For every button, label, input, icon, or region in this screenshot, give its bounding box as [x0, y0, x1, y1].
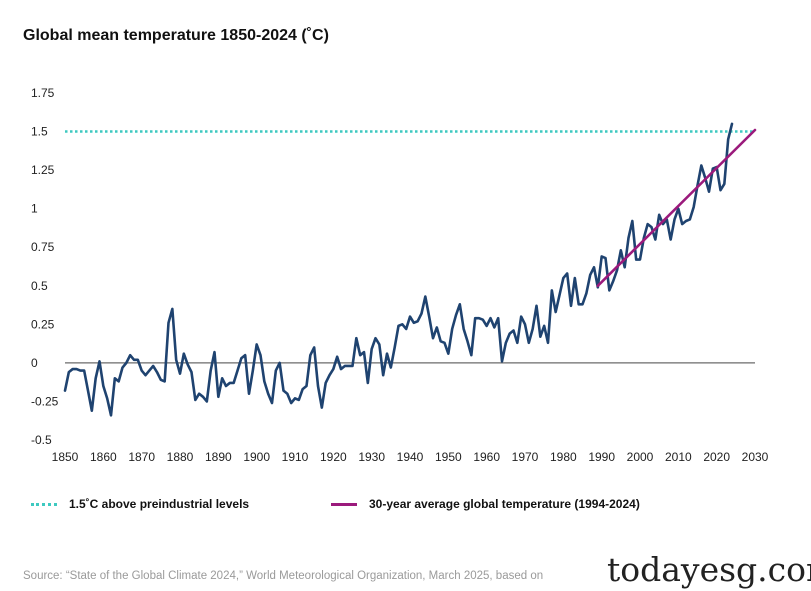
x-tick-label: 1900 — [243, 450, 270, 464]
y-tick-label: 1.5 — [31, 125, 48, 139]
source-note: Source: “State of the Global Climate 202… — [23, 570, 544, 582]
y-tick-label: 0.5 — [31, 279, 48, 293]
y-tick-label: -0.5 — [31, 433, 52, 447]
legend-threshold-swatch — [31, 502, 57, 506]
legend-threshold-label: 1.5˚C above preindustrial levels — [69, 497, 250, 511]
x-tick-label: 1880 — [167, 450, 194, 464]
x-tick-label: 1860 — [90, 450, 117, 464]
y-tick-label: 0.25 — [31, 317, 55, 331]
legend-trend-swatch — [331, 502, 357, 506]
temperature-series-line — [63, 122, 734, 417]
y-tick-label: 1.75 — [31, 86, 55, 100]
x-tick-label: 1910 — [282, 450, 309, 464]
x-tick-label: 1920 — [320, 450, 347, 464]
x-tick-label: 2010 — [665, 450, 692, 464]
x-tick-label: 1940 — [397, 450, 424, 464]
legend-threshold: 1.5˚C above preindustrial levels — [31, 497, 249, 511]
x-tick-label: 1990 — [588, 450, 615, 464]
x-tick-label: 1930 — [358, 450, 385, 464]
x-tick-label: 1890 — [205, 450, 232, 464]
x-tick-label: 1980 — [550, 450, 577, 464]
x-tick-label: 1950 — [435, 450, 462, 464]
x-tick-label: 2000 — [627, 450, 654, 464]
y-tick-label: 0 — [31, 356, 38, 370]
x-tick-label: 1960 — [473, 450, 500, 464]
legend-trend: 30-year average global temperature (1994… — [331, 497, 640, 511]
y-tick-label: 1 — [31, 202, 38, 216]
x-tick-label: 1970 — [512, 450, 539, 464]
y-tick-label: 1.25 — [31, 163, 55, 177]
y-tick-label: -0.25 — [31, 394, 59, 408]
legend-trend-label: 30-year average global temperature (1994… — [369, 497, 640, 511]
y-tick-label: 0.75 — [31, 240, 55, 254]
trend-line — [596, 128, 757, 288]
x-tick-label: 1870 — [128, 450, 155, 464]
x-tick-label: 2020 — [703, 450, 730, 464]
watermark: todayesg.com — [604, 550, 811, 590]
chart-title: Global mean temperature 1850-2024 (˚C) — [23, 27, 329, 44]
x-tick-label: 1850 — [52, 450, 79, 464]
x-tick-label: 2030 — [742, 450, 769, 464]
